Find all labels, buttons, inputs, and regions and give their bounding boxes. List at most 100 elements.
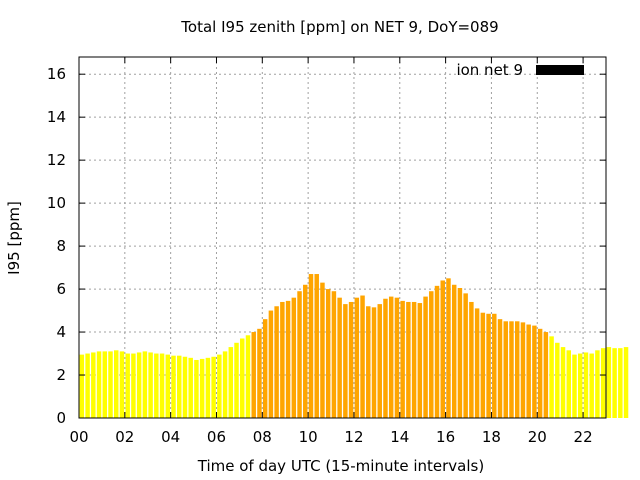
bar	[119, 351, 125, 418]
bar	[560, 347, 566, 418]
bar	[366, 306, 371, 418]
legend-swatch	[536, 65, 584, 75]
x-tick-label: 10	[299, 428, 318, 446]
y-tick-label: 2	[56, 366, 66, 384]
bar	[337, 297, 342, 418]
bar	[406, 301, 411, 418]
bar	[148, 352, 153, 418]
legend: ion net 9	[456, 61, 584, 79]
bar	[291, 297, 297, 418]
x-tick-label: 16	[436, 428, 455, 446]
bar	[400, 300, 405, 418]
bar	[394, 297, 400, 418]
bar	[320, 282, 325, 419]
bar	[79, 354, 85, 418]
x-tick-label: 04	[161, 428, 180, 446]
bar	[308, 274, 314, 418]
chart-title: Total I95 zenith [ppm] on NET 9, DoY=089	[180, 18, 498, 36]
bar	[114, 350, 119, 418]
bar	[566, 350, 571, 418]
bar	[555, 342, 560, 418]
bar	[371, 307, 377, 418]
x-tick-label: 06	[207, 428, 226, 446]
bar	[280, 301, 285, 418]
bar	[623, 347, 629, 418]
bar	[503, 321, 508, 418]
x-tick-label: 14	[390, 428, 409, 446]
y-tick-label: 14	[47, 108, 66, 126]
bar	[159, 353, 165, 418]
bar	[537, 328, 543, 418]
bar	[612, 348, 617, 418]
plot-frame	[78, 56, 607, 419]
bar	[343, 304, 348, 418]
bar	[199, 358, 205, 418]
bar	[600, 348, 606, 418]
bar	[583, 352, 589, 418]
bar	[125, 353, 130, 418]
bar	[297, 291, 302, 418]
bar	[131, 353, 136, 418]
bar	[377, 304, 382, 418]
bar	[240, 338, 245, 418]
y-axis-label: I95 [ppm]	[5, 201, 23, 275]
grid-lines	[79, 57, 606, 418]
bar	[108, 351, 113, 418]
y-tick-label: 6	[56, 280, 66, 298]
bar	[325, 289, 331, 418]
x-tick-label: 20	[528, 428, 547, 446]
x-axis-label: Time of day UTC (15-minute intervals)	[197, 457, 484, 475]
bar	[532, 325, 537, 418]
bar	[618, 348, 623, 418]
bar	[411, 301, 417, 418]
bar	[251, 332, 256, 418]
x-tick-label: 18	[482, 428, 501, 446]
y-tick-label: 12	[47, 151, 66, 169]
bar	[480, 312, 486, 418]
bars	[79, 274, 629, 419]
bar	[509, 321, 514, 418]
bar	[194, 359, 199, 418]
bar	[549, 336, 554, 418]
bar	[354, 297, 360, 418]
bar	[514, 321, 520, 418]
x-tick-label: 12	[344, 428, 363, 446]
bar	[429, 291, 434, 418]
bar	[171, 355, 176, 418]
bar	[177, 355, 182, 418]
bar	[451, 284, 457, 418]
y-tick-label: 4	[56, 323, 66, 341]
bar	[497, 319, 503, 418]
bar	[492, 313, 497, 418]
x-tick-label: 02	[115, 428, 134, 446]
bar	[142, 351, 148, 418]
bar	[91, 352, 96, 418]
y-tick-label: 0	[56, 409, 66, 427]
bar	[217, 354, 222, 418]
bar	[285, 300, 291, 418]
bar	[96, 351, 102, 418]
bar	[595, 350, 600, 418]
x-tick-label: 22	[574, 428, 593, 446]
bar	[188, 357, 193, 418]
bar	[228, 347, 234, 418]
bar	[314, 274, 319, 418]
y-tick-label: 16	[47, 65, 66, 83]
bar	[85, 353, 90, 418]
bar	[463, 293, 468, 418]
bar	[543, 332, 549, 418]
bar	[486, 313, 491, 418]
bar	[572, 354, 577, 418]
bar	[383, 298, 388, 418]
bar	[589, 353, 594, 418]
bar	[303, 284, 308, 418]
bar	[440, 280, 445, 418]
legend-label: ion net 9	[456, 61, 523, 79]
bar	[388, 296, 394, 418]
bar	[182, 356, 188, 418]
bar	[211, 356, 216, 418]
bar	[360, 295, 365, 418]
bar	[520, 322, 526, 418]
bar	[331, 291, 337, 418]
